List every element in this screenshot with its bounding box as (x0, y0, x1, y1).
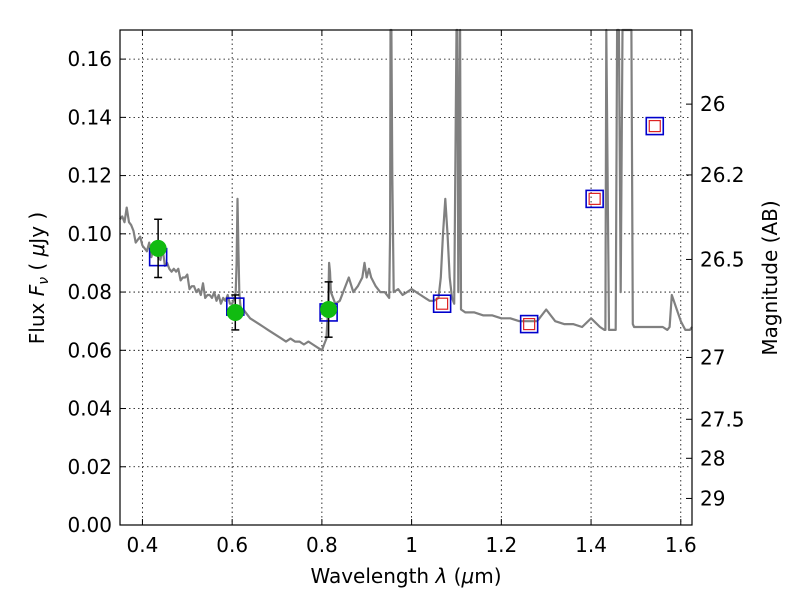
model-square-red (648, 119, 661, 133)
grid-lines (120, 30, 692, 526)
model-square-red (523, 317, 536, 331)
x-tick-label: 0.6 (216, 533, 248, 557)
y-tick-label: 0.08 (67, 280, 112, 304)
y-tick-label: 0.06 (67, 338, 112, 362)
plot-series (119, 28, 693, 352)
y-tick-label: 0.14 (67, 105, 112, 129)
y2-tick-label: 29 (700, 486, 725, 510)
model-square-blue (432, 294, 452, 314)
x-tick-label: 1.6 (665, 533, 697, 557)
plot-frame (119, 29, 693, 526)
x-axis-title: Wavelength λ (μm) (310, 564, 501, 588)
x-tick-label: 1.2 (485, 533, 517, 557)
spectrum-line (119, 28, 693, 352)
axis-ticks: 0.4 0.6 0.8 1 1.2 1.4 1.6 0.00 0.02 0.04 0.06 0.08 0… (67, 30, 745, 557)
y-tick-label: 0.12 (67, 164, 112, 188)
y2-tick-label: 27 (700, 345, 725, 369)
y2-tick-label: 28 (700, 446, 725, 470)
model-square-red (436, 297, 449, 310)
model-square-red (588, 192, 601, 205)
model-square-blue (585, 189, 604, 209)
y2-tick-label: 27.5 (700, 407, 745, 431)
x-tick-label: 0.8 (306, 533, 338, 557)
y-tick-label: 0.16 (67, 47, 112, 71)
x-tick-label: 0.4 (127, 533, 159, 557)
measured-point (149, 239, 167, 257)
measured-point (226, 303, 244, 321)
y2-tick-label: 26.2 (700, 163, 745, 187)
y-tick-label: 0.02 (67, 455, 112, 479)
y-tick-label: 0.00 (67, 513, 112, 537)
model-square-blue (519, 314, 539, 334)
model-square-blue (645, 116, 665, 136)
measured-point (320, 301, 338, 319)
y-axis-title: Flux Fν ( μJy ) (25, 212, 52, 344)
y2-tick-label: 26.5 (700, 247, 745, 271)
y-tick-label: 0.10 (67, 222, 112, 246)
y2-axis-title: Magnitude (AB) (758, 200, 782, 355)
x-tick-label: 1.4 (575, 533, 607, 557)
y2-tick-label: 26 (700, 92, 725, 116)
y-tick-label: 0.04 (67, 397, 112, 421)
x-tick-label: 1 (405, 533, 418, 557)
